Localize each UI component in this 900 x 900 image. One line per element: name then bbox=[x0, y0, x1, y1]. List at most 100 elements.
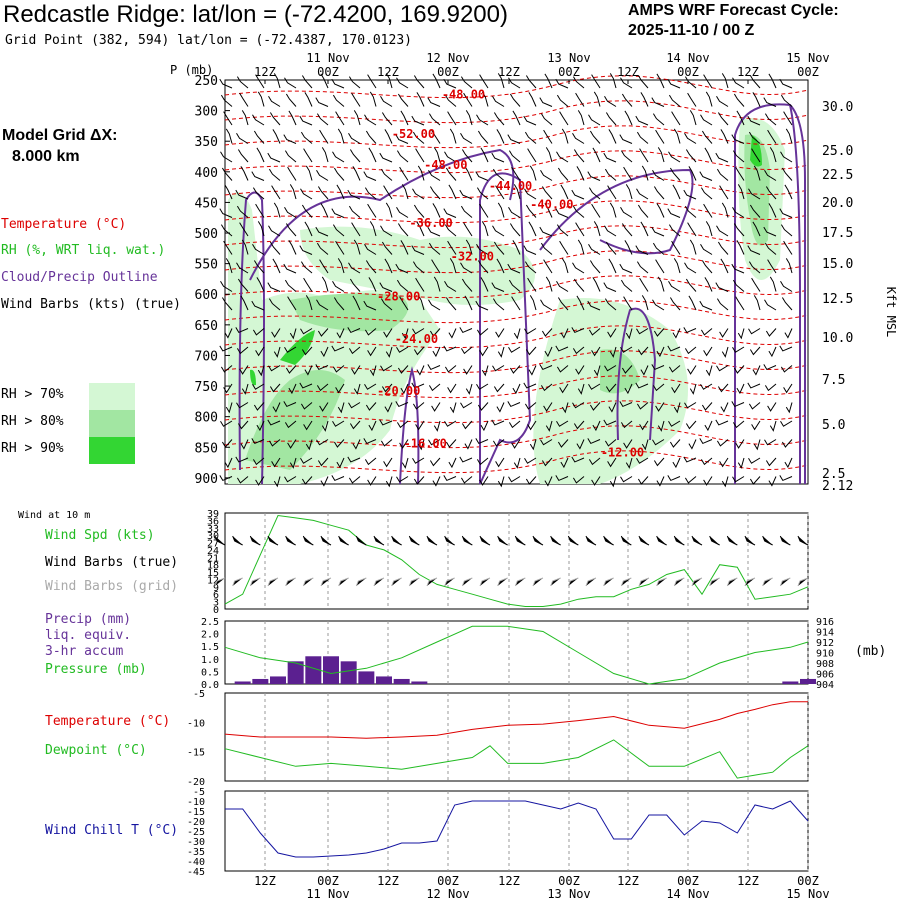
wind-barb bbox=[476, 383, 489, 390]
wind-barb bbox=[608, 129, 617, 144]
wind-barb bbox=[317, 186, 329, 200]
wind-barb bbox=[636, 261, 649, 274]
wind-barb bbox=[367, 74, 377, 89]
wind-barb bbox=[669, 439, 681, 448]
rh-area-9 bbox=[750, 135, 762, 167]
wind-barb bbox=[300, 261, 313, 274]
wind-barb bbox=[412, 188, 425, 200]
wind-barb bbox=[731, 401, 745, 408]
wind-barb bbox=[737, 184, 745, 200]
wind-barb bbox=[287, 166, 297, 181]
wind-barb bbox=[513, 328, 521, 340]
wind-barb bbox=[271, 457, 281, 468]
temperature-contour-0 bbox=[224, 75, 809, 99]
wind-barb bbox=[511, 296, 521, 311]
model-grid-value: 8.000 km bbox=[12, 148, 80, 165]
time-axis-top-date: 14 Nov bbox=[666, 51, 709, 65]
precip-tick: 2.0 bbox=[201, 630, 219, 641]
wind-barb bbox=[605, 112, 617, 126]
wind-barb bbox=[413, 476, 425, 485]
wind-barb bbox=[589, 402, 601, 411]
wind-barb bbox=[332, 151, 345, 163]
wind-barb bbox=[561, 258, 569, 274]
wind-barb bbox=[577, 383, 585, 395]
wind-barb bbox=[668, 365, 681, 373]
wind-barb bbox=[381, 383, 393, 393]
wind-barb bbox=[288, 240, 297, 255]
wind-barb bbox=[320, 476, 329, 487]
wind-barb bbox=[604, 298, 617, 311]
wind-barb bbox=[239, 92, 249, 107]
wind-barb bbox=[749, 75, 761, 89]
wind-speed-tick: 15 bbox=[207, 568, 219, 579]
wind-barb bbox=[384, 402, 393, 413]
windchill-tick: -25 bbox=[187, 827, 205, 838]
wind-speed-tick: 6 bbox=[213, 590, 219, 601]
wind-barb-true bbox=[709, 535, 720, 546]
wind-barb bbox=[748, 402, 761, 410]
wind-barb bbox=[429, 186, 441, 200]
wind-barb bbox=[381, 112, 393, 126]
wind-barb bbox=[348, 133, 361, 144]
wind-barb bbox=[492, 298, 505, 311]
wind-barb bbox=[683, 327, 697, 334]
time-axis-top-hour: 12Z bbox=[377, 65, 399, 79]
pressure-tick-label: 300 bbox=[195, 105, 218, 120]
pressure-tick-right: 906 bbox=[816, 670, 834, 681]
wind-barb-grid bbox=[726, 577, 738, 587]
wind-barb bbox=[732, 150, 745, 163]
legend-cloud-outline: Cloud/Precip Outline bbox=[1, 270, 158, 285]
wind-barb bbox=[751, 277, 761, 292]
wind-barb bbox=[572, 133, 585, 144]
wind-barb bbox=[348, 346, 361, 355]
wind-barb bbox=[497, 73, 505, 89]
wind-barb bbox=[715, 419, 729, 426]
wind-barb bbox=[685, 149, 697, 163]
wind-barb bbox=[348, 262, 361, 274]
wind-barb bbox=[268, 298, 281, 311]
height-tick-label: 5.0 bbox=[822, 418, 845, 433]
wind-barb bbox=[544, 346, 553, 358]
wind-barb-grid bbox=[214, 577, 226, 587]
wind-barb bbox=[511, 439, 521, 449]
wind-barb bbox=[237, 278, 249, 292]
wind-barb bbox=[384, 129, 393, 144]
temperature-contour-11 bbox=[224, 350, 809, 374]
wind-barb-true bbox=[408, 535, 420, 546]
wind-barb bbox=[301, 346, 313, 356]
wind-barb bbox=[545, 276, 553, 292]
wind-barb bbox=[588, 328, 601, 336]
wind-barb bbox=[331, 78, 345, 89]
wind-barb bbox=[251, 300, 265, 311]
pressure-tick-label: 400 bbox=[195, 166, 218, 181]
wind-barb bbox=[415, 277, 425, 292]
time-axis-bottom-hour: 12Z bbox=[737, 874, 759, 888]
wind-barb bbox=[556, 151, 569, 163]
wind-barb bbox=[748, 261, 761, 274]
wind-barb-grid bbox=[267, 577, 279, 587]
wind-barb bbox=[337, 402, 345, 414]
wind-barb bbox=[572, 262, 585, 274]
wind-barb bbox=[268, 225, 281, 237]
wind-barb bbox=[416, 365, 425, 376]
wind-barb bbox=[368, 147, 377, 163]
wind-barb bbox=[673, 258, 681, 274]
wind-barb bbox=[317, 328, 329, 337]
wind-barb bbox=[315, 226, 329, 237]
legend-rh: RH (%, WRT liq. wat.) bbox=[1, 243, 166, 258]
windchill-tick: -20 bbox=[187, 817, 205, 828]
wind-barb bbox=[332, 94, 345, 107]
wind-barb bbox=[656, 346, 665, 358]
wind-barb bbox=[593, 365, 601, 377]
time-axis-top-hour: 00Z bbox=[797, 65, 819, 79]
wind-barb-true bbox=[426, 535, 438, 546]
wind-barb bbox=[732, 207, 745, 218]
wind-barb-true bbox=[797, 535, 809, 546]
wind-barb bbox=[491, 282, 505, 292]
wind-barb bbox=[604, 225, 617, 237]
wind-barb bbox=[508, 346, 521, 353]
wind-barb bbox=[780, 224, 793, 237]
wind-barb bbox=[315, 97, 329, 107]
wind-barb bbox=[605, 241, 617, 255]
temperature-contour-7 bbox=[224, 250, 809, 274]
